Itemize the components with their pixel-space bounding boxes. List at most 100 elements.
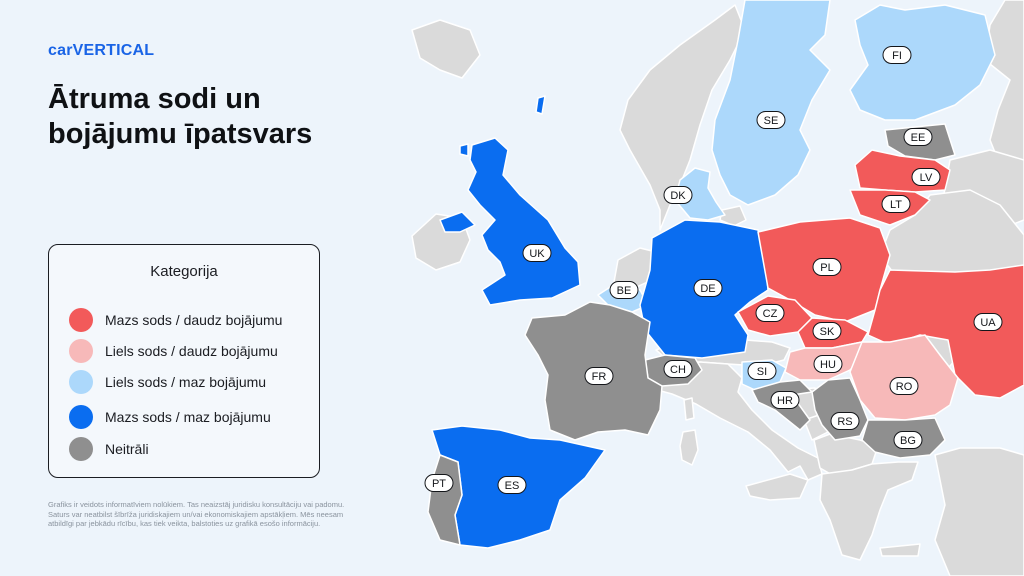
island-shetland[interactable] bbox=[535, 95, 546, 115]
country-label-ee: EE bbox=[903, 128, 933, 146]
legend-item-high-fine-high-damage: Liels sods / daudz bojājumu bbox=[69, 339, 278, 363]
country-shape-uk[interactable] bbox=[467, 137, 581, 306]
legend-label: Mazs sods / maz bojājumu bbox=[105, 409, 271, 425]
sicily bbox=[745, 473, 809, 501]
country-label-pl: PL bbox=[812, 258, 842, 276]
page-title: Ātruma sodi un bojājumu īpatsvars bbox=[48, 82, 388, 152]
sardinia bbox=[679, 429, 699, 466]
country-label-pill bbox=[663, 186, 693, 204]
country-shape-pt[interactable] bbox=[427, 454, 463, 546]
legend: Kategorija Mazs sods / daudz bojājumu Li… bbox=[48, 244, 320, 478]
country-label-text: LV bbox=[920, 172, 933, 184]
legend-title: Kategorija bbox=[150, 263, 218, 280]
legend-item-low-fine-high-damage: Mazs sods / daudz bojājumu bbox=[69, 308, 282, 332]
country-shape-ua[interactable] bbox=[867, 264, 1024, 399]
country-label-pill bbox=[830, 412, 860, 430]
country-label-pill bbox=[973, 313, 1003, 331]
country-label-text: RO bbox=[896, 381, 913, 393]
country-label-text: DE bbox=[700, 283, 715, 295]
country-label-hr: HR bbox=[770, 391, 800, 409]
country-label-de: DE bbox=[693, 279, 723, 297]
country-label-pill bbox=[882, 46, 912, 64]
country-label-text: CZ bbox=[763, 308, 778, 320]
country-label-text: SI bbox=[757, 366, 767, 378]
legend-swatch bbox=[69, 308, 93, 332]
legend-item-high-fine-low-damage: Liels sods / maz bojājumu bbox=[69, 370, 266, 394]
country-label-text: CH bbox=[670, 364, 686, 376]
country-label-pill bbox=[693, 279, 723, 297]
disclaimer-text: Grafiks ir veidots informatīviem nolūkie… bbox=[48, 500, 345, 528]
country-label-text: BG bbox=[900, 435, 916, 447]
country-label-pill bbox=[770, 391, 800, 409]
island-orkney[interactable] bbox=[459, 143, 469, 157]
country-label-text: FI bbox=[892, 50, 902, 62]
country-label-pill bbox=[889, 377, 919, 395]
country-label-sk: SK bbox=[812, 322, 842, 340]
legend-swatch bbox=[69, 339, 93, 363]
crete bbox=[879, 543, 921, 557]
island-ni[interactable] bbox=[439, 211, 476, 233]
country-label-pill bbox=[893, 431, 923, 449]
country-label-text: ES bbox=[505, 480, 520, 492]
title-line-1: Ātruma sodi un bbox=[48, 83, 261, 115]
country-label-pill bbox=[424, 474, 454, 492]
greece bbox=[819, 461, 919, 561]
country-label-bg: BG bbox=[893, 431, 923, 449]
country-label-text: EE bbox=[911, 132, 926, 144]
country-label-be: BE bbox=[609, 281, 639, 299]
country-labels: UK FR ES PT BE DE CH DK SE FI EE LV LT PL CZ SK UA HU RO SI… bbox=[424, 46, 1003, 494]
legend-swatch bbox=[69, 405, 93, 429]
russia-north bbox=[984, 0, 1024, 171]
country-label-text: PT bbox=[432, 478, 446, 490]
country-label-text: RS bbox=[837, 416, 852, 428]
country-label-ch: CH bbox=[663, 360, 693, 378]
country-label-text: UA bbox=[980, 317, 996, 329]
country-label-rs: RS bbox=[830, 412, 860, 430]
country-label-pill bbox=[812, 322, 842, 340]
country-label-ro: RO bbox=[889, 377, 919, 395]
legend-label: Liels sods / maz bojājumu bbox=[105, 374, 267, 390]
country-label-pt: PT bbox=[424, 474, 454, 492]
country-label-pill bbox=[522, 244, 552, 262]
country-label-si: SI bbox=[747, 362, 777, 380]
country-label-cz: CZ bbox=[755, 304, 785, 322]
country-label-text: PL bbox=[820, 262, 833, 274]
country-label-text: SK bbox=[820, 326, 835, 338]
legend-label: Liels sods / daudz bojājumu bbox=[105, 343, 278, 359]
country-label-fi: FI bbox=[882, 46, 912, 64]
norway-mainland bbox=[619, 4, 746, 231]
country-label-dk: DK bbox=[663, 186, 693, 204]
country-label-pill bbox=[755, 304, 785, 322]
country-label-lv: LV bbox=[911, 168, 941, 186]
country-label-text: HR bbox=[777, 395, 793, 407]
corsica bbox=[683, 397, 695, 421]
country-shape-se[interactable] bbox=[711, 0, 831, 206]
country-label-pill bbox=[911, 168, 941, 186]
country-label-text: DK bbox=[670, 190, 686, 202]
country-label-text: SE bbox=[764, 115, 779, 127]
legend-label: Neitrāli bbox=[105, 441, 149, 457]
country-label-text: BE bbox=[617, 285, 632, 297]
brand-logo: carVERTICAL bbox=[48, 42, 155, 59]
norway-land bbox=[411, 19, 481, 79]
country-shape-dk[interactable] bbox=[674, 167, 726, 221]
country-label-pill bbox=[756, 111, 786, 129]
legend-swatch bbox=[69, 437, 93, 461]
country-label-pill bbox=[497, 476, 527, 494]
country-label-ua: UA bbox=[973, 313, 1003, 331]
country-label-es: ES bbox=[497, 476, 527, 494]
country-label-se: SE bbox=[756, 111, 786, 129]
country-label-pill bbox=[903, 128, 933, 146]
country-label-pill bbox=[813, 355, 843, 373]
legend-item-neutral: Neitrāli bbox=[69, 437, 149, 461]
country-shape-fi[interactable] bbox=[849, 4, 996, 121]
country-label-fr: FR bbox=[584, 367, 614, 385]
country-label-text: LT bbox=[890, 199, 902, 211]
country-label-text: UK bbox=[529, 248, 545, 260]
country-label-hu: HU bbox=[813, 355, 843, 373]
title-line-2: bojājumu īpatsvars bbox=[48, 118, 313, 150]
country-label-pill bbox=[584, 367, 614, 385]
country-label-pill bbox=[881, 195, 911, 213]
country-label-pill bbox=[747, 362, 777, 380]
